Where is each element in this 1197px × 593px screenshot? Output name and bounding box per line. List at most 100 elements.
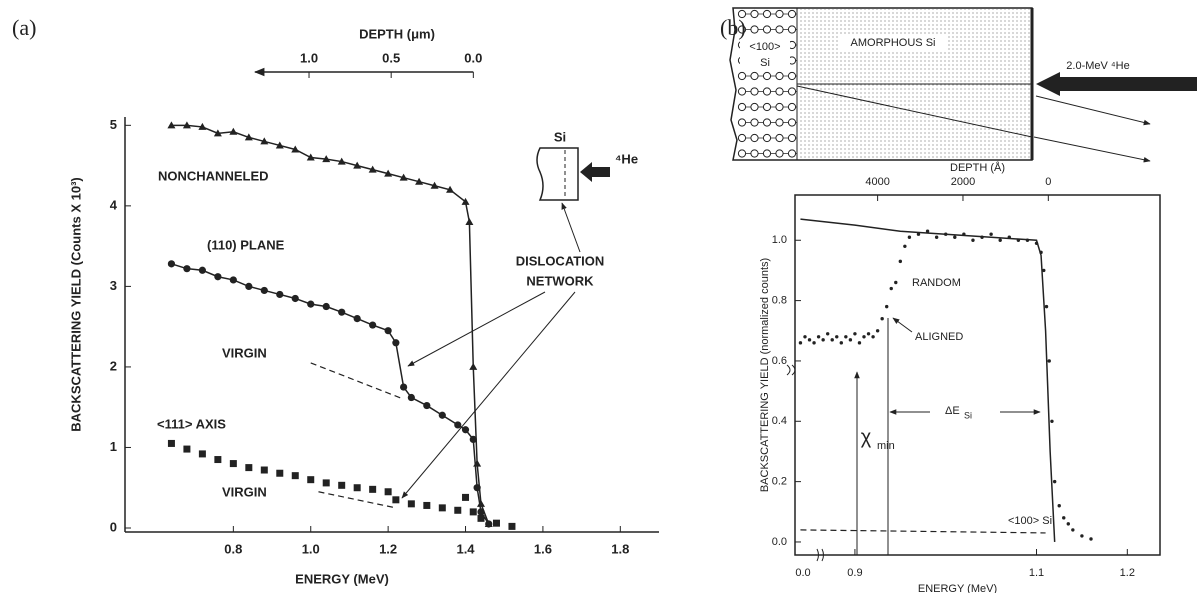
atom [762, 149, 772, 158]
atom [762, 25, 772, 34]
dot-marker [934, 235, 939, 239]
dot-marker [998, 238, 1002, 242]
circle-marker [245, 282, 253, 290]
atom [787, 118, 797, 127]
atom [737, 118, 747, 127]
square-marker [198, 450, 206, 458]
atom [750, 9, 759, 19]
triangle-marker [415, 177, 424, 185]
square-marker [338, 481, 346, 489]
atom [787, 25, 797, 34]
annotation: Si [964, 410, 972, 420]
x2-tick-label: 4000 [865, 176, 889, 188]
square-marker [508, 522, 516, 530]
square-marker [353, 484, 361, 492]
triangle-marker [244, 133, 253, 141]
square-marker [229, 460, 237, 468]
series-label: RANDOM [912, 277, 961, 289]
dot-marker [1089, 537, 1093, 541]
atom [762, 71, 772, 81]
atom [775, 9, 784, 19]
square-marker [307, 476, 315, 484]
x-tick-label: 1.1 [1029, 567, 1044, 579]
square-marker [462, 493, 470, 501]
dot-marker [830, 338, 834, 342]
x-axis-label: ENERGY (MeV) [918, 583, 997, 593]
square-marker [245, 464, 253, 472]
triangle-marker [461, 197, 470, 205]
triangle-marker [477, 499, 485, 507]
circle-marker [198, 266, 206, 274]
x2-axis-label: DEPTH (Å) [950, 161, 1005, 174]
y-tick-label: 1 [110, 439, 117, 454]
atom [787, 87, 797, 96]
atom [737, 25, 747, 34]
atom [737, 9, 747, 19]
series-label: (110) PLANE [207, 237, 285, 252]
atom [762, 87, 772, 96]
annotation: ⁴He [615, 151, 638, 166]
series-line [318, 491, 396, 509]
square-marker [454, 506, 462, 514]
dot-marker [903, 244, 907, 248]
atom [750, 133, 759, 143]
atom [737, 102, 747, 112]
circle-marker [407, 393, 415, 402]
axis-break [816, 548, 824, 562]
pointer [892, 317, 913, 333]
square-marker [423, 501, 431, 509]
triangle-marker [446, 185, 455, 193]
dot-marker [844, 335, 848, 339]
circle-marker [400, 383, 408, 391]
triangle-marker [430, 181, 439, 189]
dot-marker [821, 338, 825, 342]
y-axis-label: BACKSCATTERING YIELD (Counts X 10³) [68, 177, 83, 431]
inset-beam [580, 162, 610, 182]
annotation: min [877, 440, 895, 452]
circle-marker [183, 265, 191, 273]
series-label: VIRGIN [222, 484, 267, 499]
circle-marker [477, 508, 485, 516]
triangle-marker [368, 165, 377, 173]
annotation: NETWORK [526, 273, 594, 288]
dot-marker [953, 235, 957, 239]
x2-tick-label: 0 [1045, 176, 1051, 188]
circle-marker [438, 411, 446, 419]
x-break-label: 0.0 [795, 567, 810, 579]
annotation: DISLOCATION [516, 253, 605, 268]
atom [750, 102, 759, 112]
circle-marker [485, 520, 493, 528]
square-marker [260, 466, 268, 474]
y-tick-label: 0.8 [772, 295, 787, 307]
x-tick-label: 1.2 [1120, 567, 1135, 579]
crystal-diagram: <100> Si AMORPHOUS Si 2.0-MeV ⁴He [729, 7, 1197, 163]
circle-marker [276, 290, 284, 299]
atom [775, 118, 784, 127]
series-line [800, 218, 1056, 543]
triangle-marker [213, 129, 222, 137]
series-label: VIRGIN [222, 345, 267, 360]
dot-marker [848, 338, 853, 342]
atom [775, 87, 784, 96]
circle-marker [469, 435, 477, 444]
series-line [171, 124, 490, 525]
x2-tick-label: 1.0 [300, 50, 318, 65]
atom [787, 71, 797, 81]
atom [775, 25, 784, 34]
crystal-label: Si [760, 57, 770, 69]
atom [787, 9, 797, 19]
axis-break [786, 364, 796, 376]
circle-marker [307, 300, 315, 308]
atom [762, 133, 772, 143]
x-tick-label: 1.6 [534, 541, 552, 556]
atom [750, 118, 759, 127]
exit-arrow [1033, 136, 1151, 163]
y-axis-label: BACKSCATTERING YIELD (normalized counts) [759, 258, 771, 492]
atom [750, 149, 759, 158]
circle-marker [392, 339, 400, 347]
x2-tick-label: 0.0 [464, 50, 482, 65]
annotation: ΔE [945, 405, 960, 417]
triangle-marker [384, 169, 393, 177]
dot-marker [889, 286, 893, 291]
x-tick-label: 1.8 [611, 541, 629, 556]
